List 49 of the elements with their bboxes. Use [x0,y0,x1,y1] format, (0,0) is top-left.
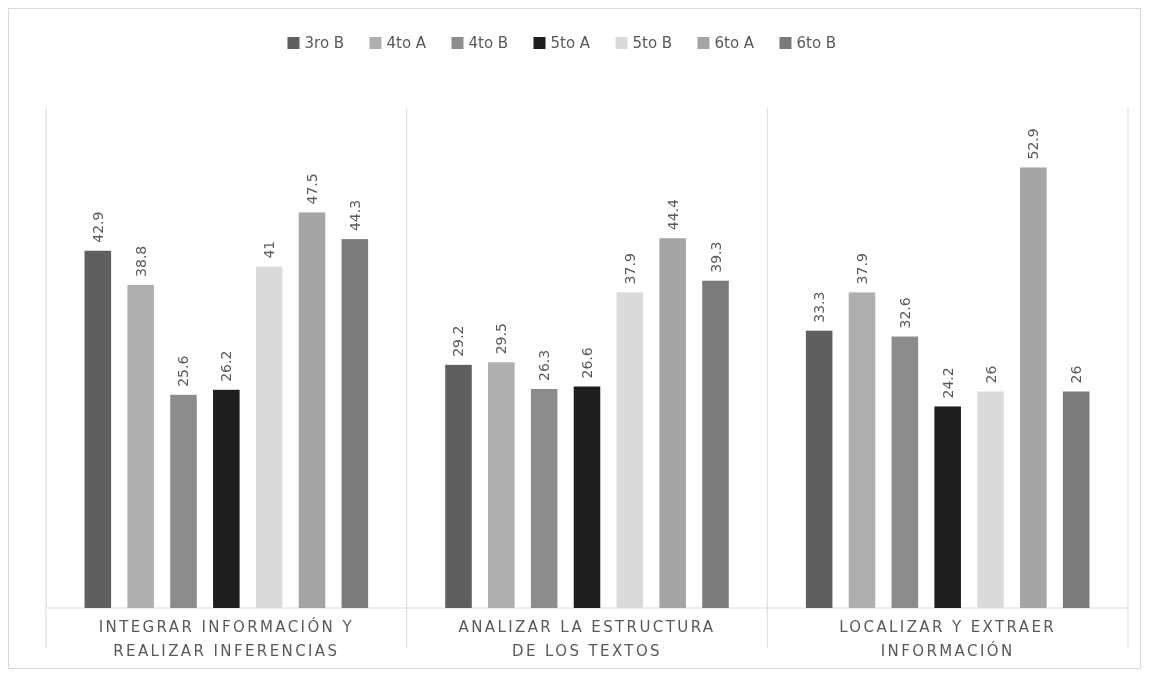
bar [848,292,876,608]
legend-label: 4to B [468,34,509,52]
data-label: 29.5 [493,323,510,355]
legend-label: 6to B [796,34,837,52]
bar [170,394,197,608]
bar [298,212,326,608]
x-tick-label: LOCALIZAR Y EXTRAER INFORMACIÓN [839,618,1057,660]
bar [1062,391,1090,608]
data-label: 26.3 [536,349,553,381]
data-label: 24.2 [939,367,956,399]
data-label: 44.4 [664,198,681,231]
data-label: 52.9 [1025,128,1042,160]
data-label: 32.6 [896,297,913,329]
data-label: 33.3 [811,291,828,323]
bar [702,280,729,608]
data-label: 39.3 [707,241,724,273]
data-label: 38.8 [132,245,149,277]
bar [341,239,369,608]
bar [213,389,240,608]
legend-label: 3ro B [304,34,345,52]
bar [805,330,833,608]
data-label: 37.9 [621,253,638,285]
legend-label: 5to A [550,34,591,52]
data-label: 25.6 [175,355,192,387]
bar [573,386,601,608]
legend-label: 4to A [386,34,427,52]
data-label: 29.2 [450,325,467,357]
bar [934,406,961,608]
bar [659,238,686,608]
bar [127,284,154,608]
bar [1020,167,1047,608]
data-label: 44.3 [346,199,363,232]
data-label: 41 [261,240,278,259]
x-tick-label: ANALIZAR LA ESTRUCTURA DE LOS TEXTOS [458,618,716,660]
data-label: 26.2 [218,350,235,382]
data-label: 42.9 [89,211,106,243]
bar [445,364,472,608]
data-label: 26 [982,365,999,384]
legend-label: 6to A [714,34,755,52]
data-label: 26 [1068,365,1085,384]
bar [530,388,558,608]
data-label: 47.5 [304,173,320,205]
data-label: 37.9 [854,253,870,285]
legend-label: 5to B [632,34,673,52]
x-tick-label: INTEGRAR INFORMACIÓN Y REALIZAR INFERENCIAS [98,617,354,660]
bar [891,336,919,608]
data-label: 26.6 [579,347,595,379]
bar [488,362,515,608]
bar [84,250,112,608]
